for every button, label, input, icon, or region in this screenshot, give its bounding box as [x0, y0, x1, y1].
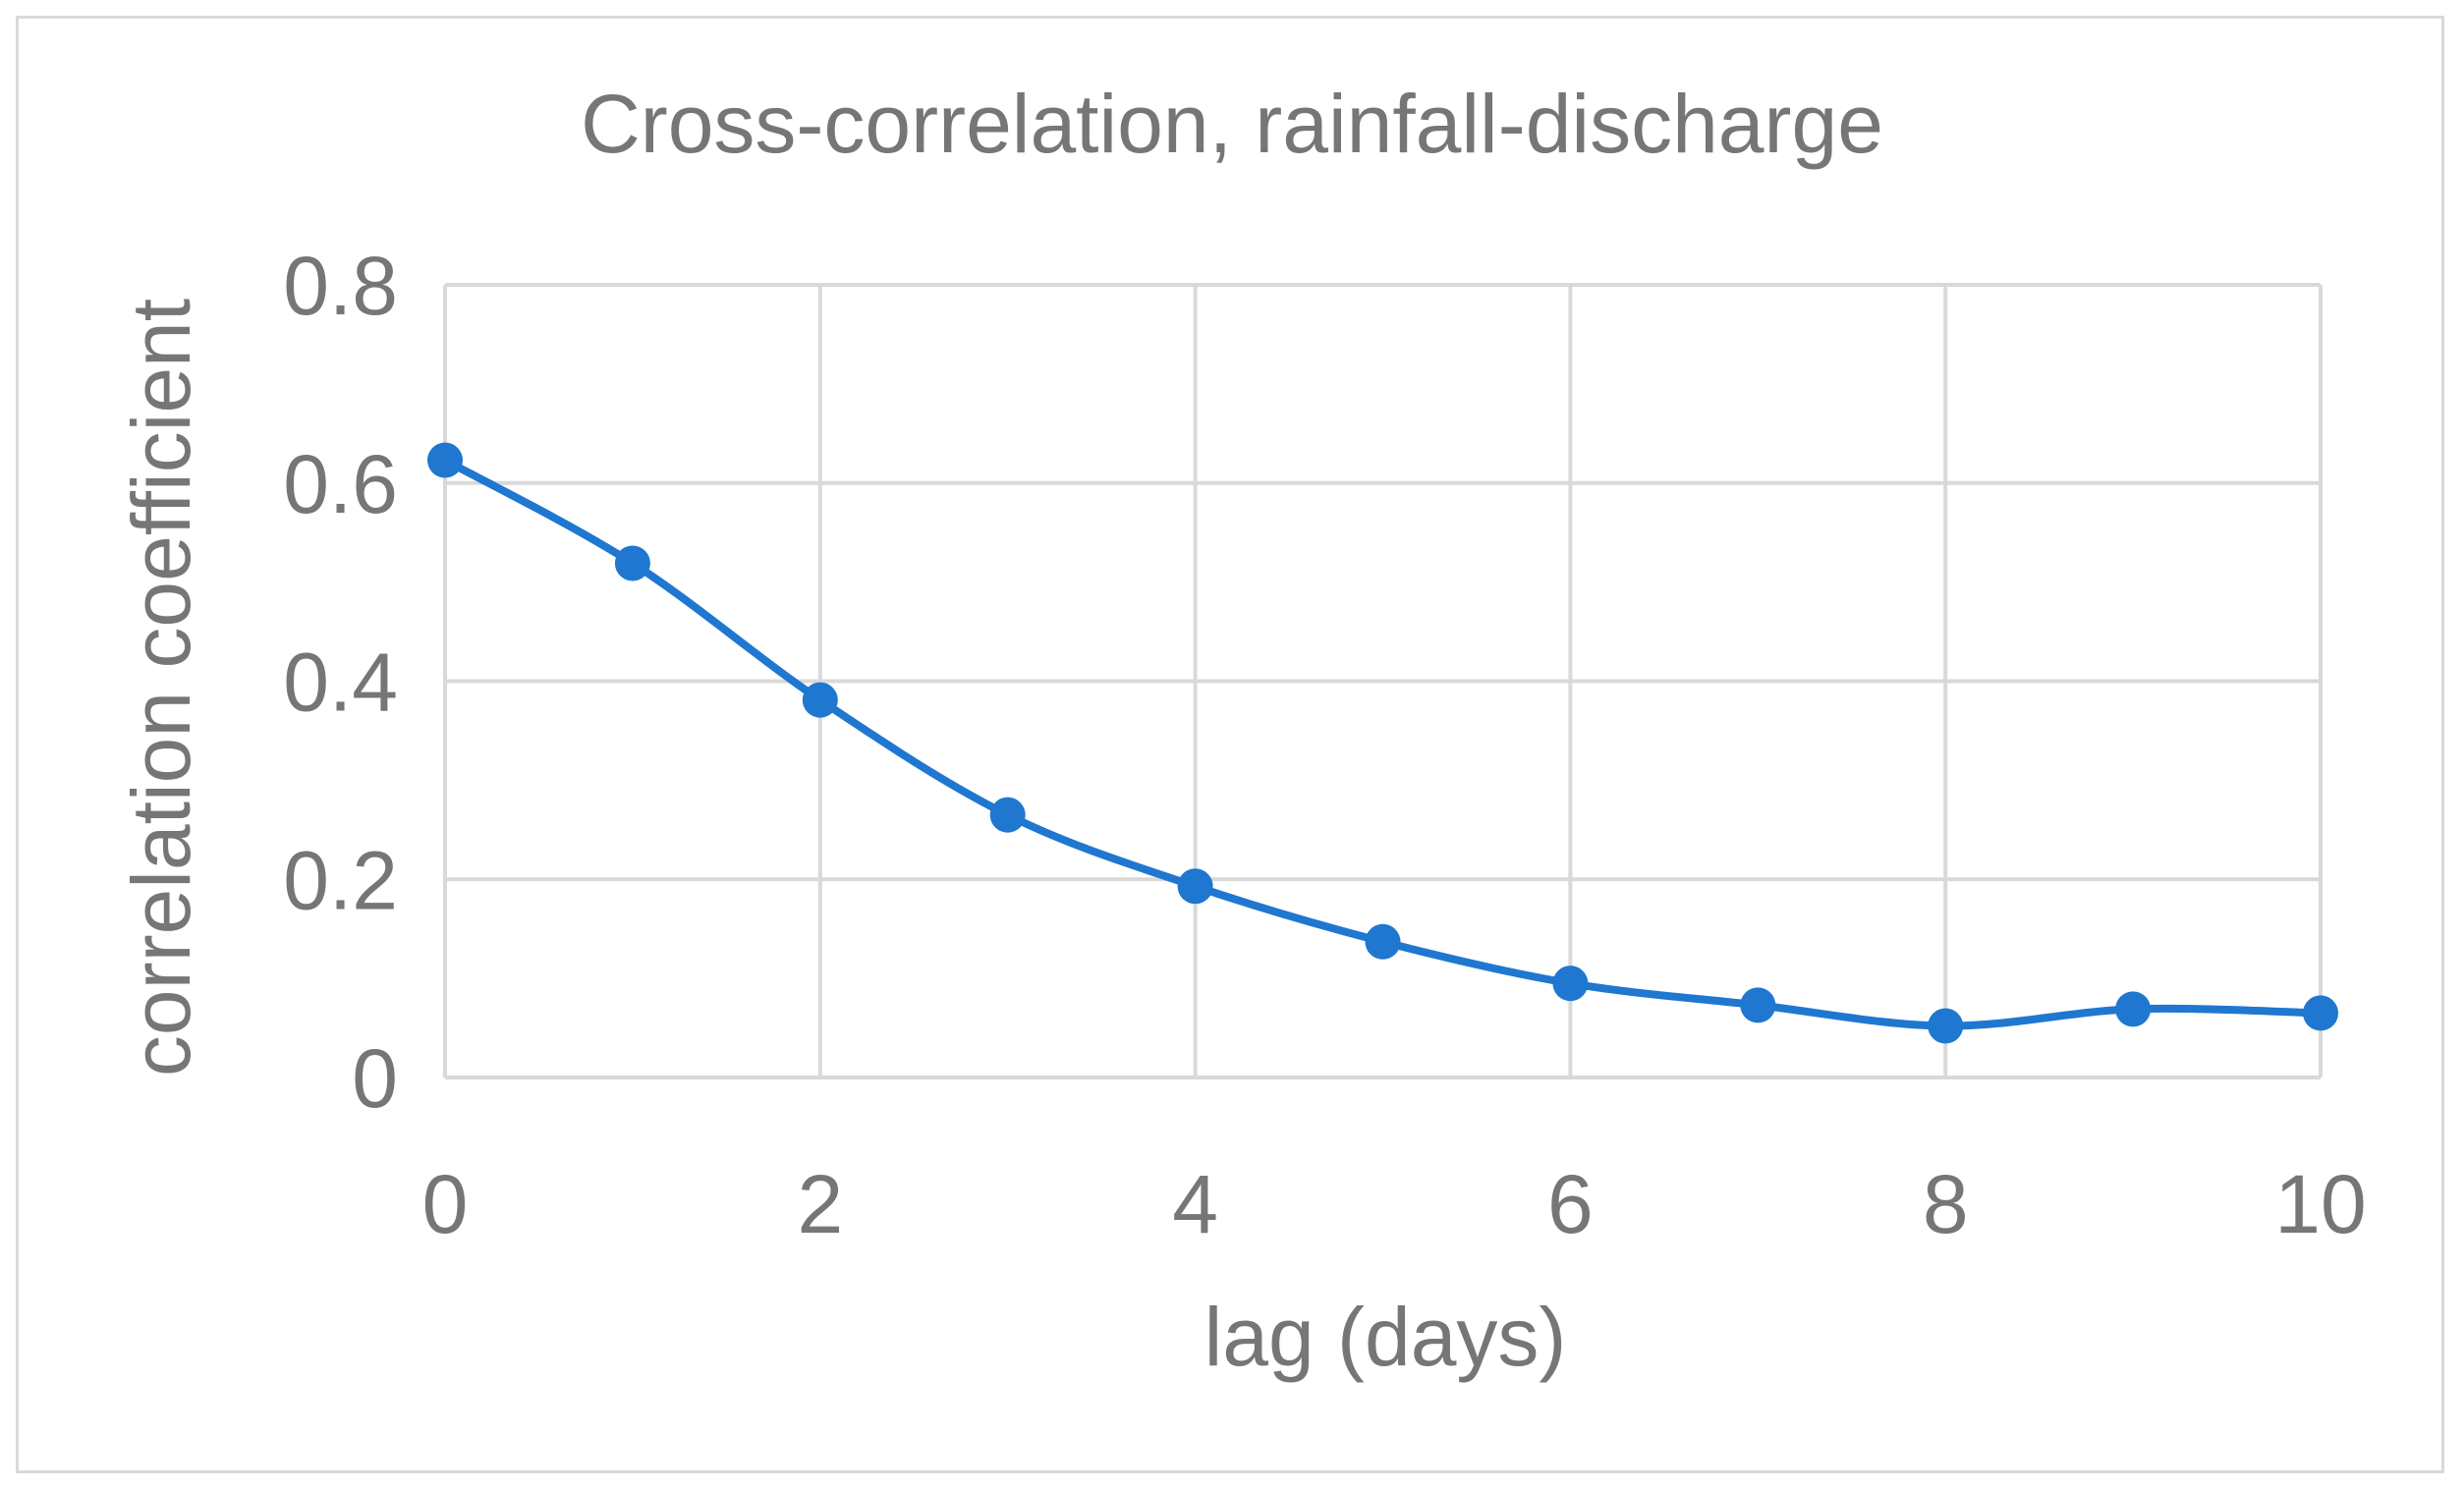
data-point — [2303, 995, 2338, 1031]
grid — [443, 283, 2323, 1077]
data-point — [427, 442, 463, 478]
data-point — [802, 682, 838, 718]
data-point — [1365, 923, 1401, 960]
y-tick-label: 0.8 — [283, 240, 398, 332]
y-tick-label: 0.2 — [283, 834, 398, 926]
x-tick-labels: 0 2 4 6 8 10 — [422, 1158, 2367, 1250]
x-axis-label: lag (days) — [1204, 1291, 1567, 1383]
x-tick-label: 0 — [422, 1158, 469, 1250]
data-point — [614, 545, 650, 581]
y-tick-label: 0 — [352, 1032, 398, 1125]
series-line — [441, 456, 2324, 1030]
x-tick-label: 8 — [1923, 1158, 1969, 1250]
data-point — [989, 797, 1026, 833]
data-point — [2115, 991, 2152, 1027]
y-tick-labels: 0 0.2 0.4 0.6 0.8 — [283, 240, 398, 1125]
data-point — [1928, 1008, 1964, 1044]
y-tick-label: 0.6 — [283, 438, 398, 530]
data-point — [1740, 987, 1776, 1023]
series — [427, 442, 2338, 1044]
y-axis-label: correlation coefficient — [115, 299, 207, 1077]
data-point — [1177, 868, 1213, 905]
x-tick-label: 10 — [2274, 1158, 2366, 1250]
y-tick-label: 0.4 — [283, 636, 398, 729]
chart-frame — [16, 16, 2444, 1473]
x-tick-label: 4 — [1172, 1158, 1218, 1250]
chart-title: Cross-correlation, rainfall-discharge — [581, 78, 1883, 170]
data-point — [1552, 966, 1589, 1002]
x-tick-label: 2 — [797, 1158, 843, 1250]
x-tick-label: 6 — [1547, 1158, 1594, 1250]
